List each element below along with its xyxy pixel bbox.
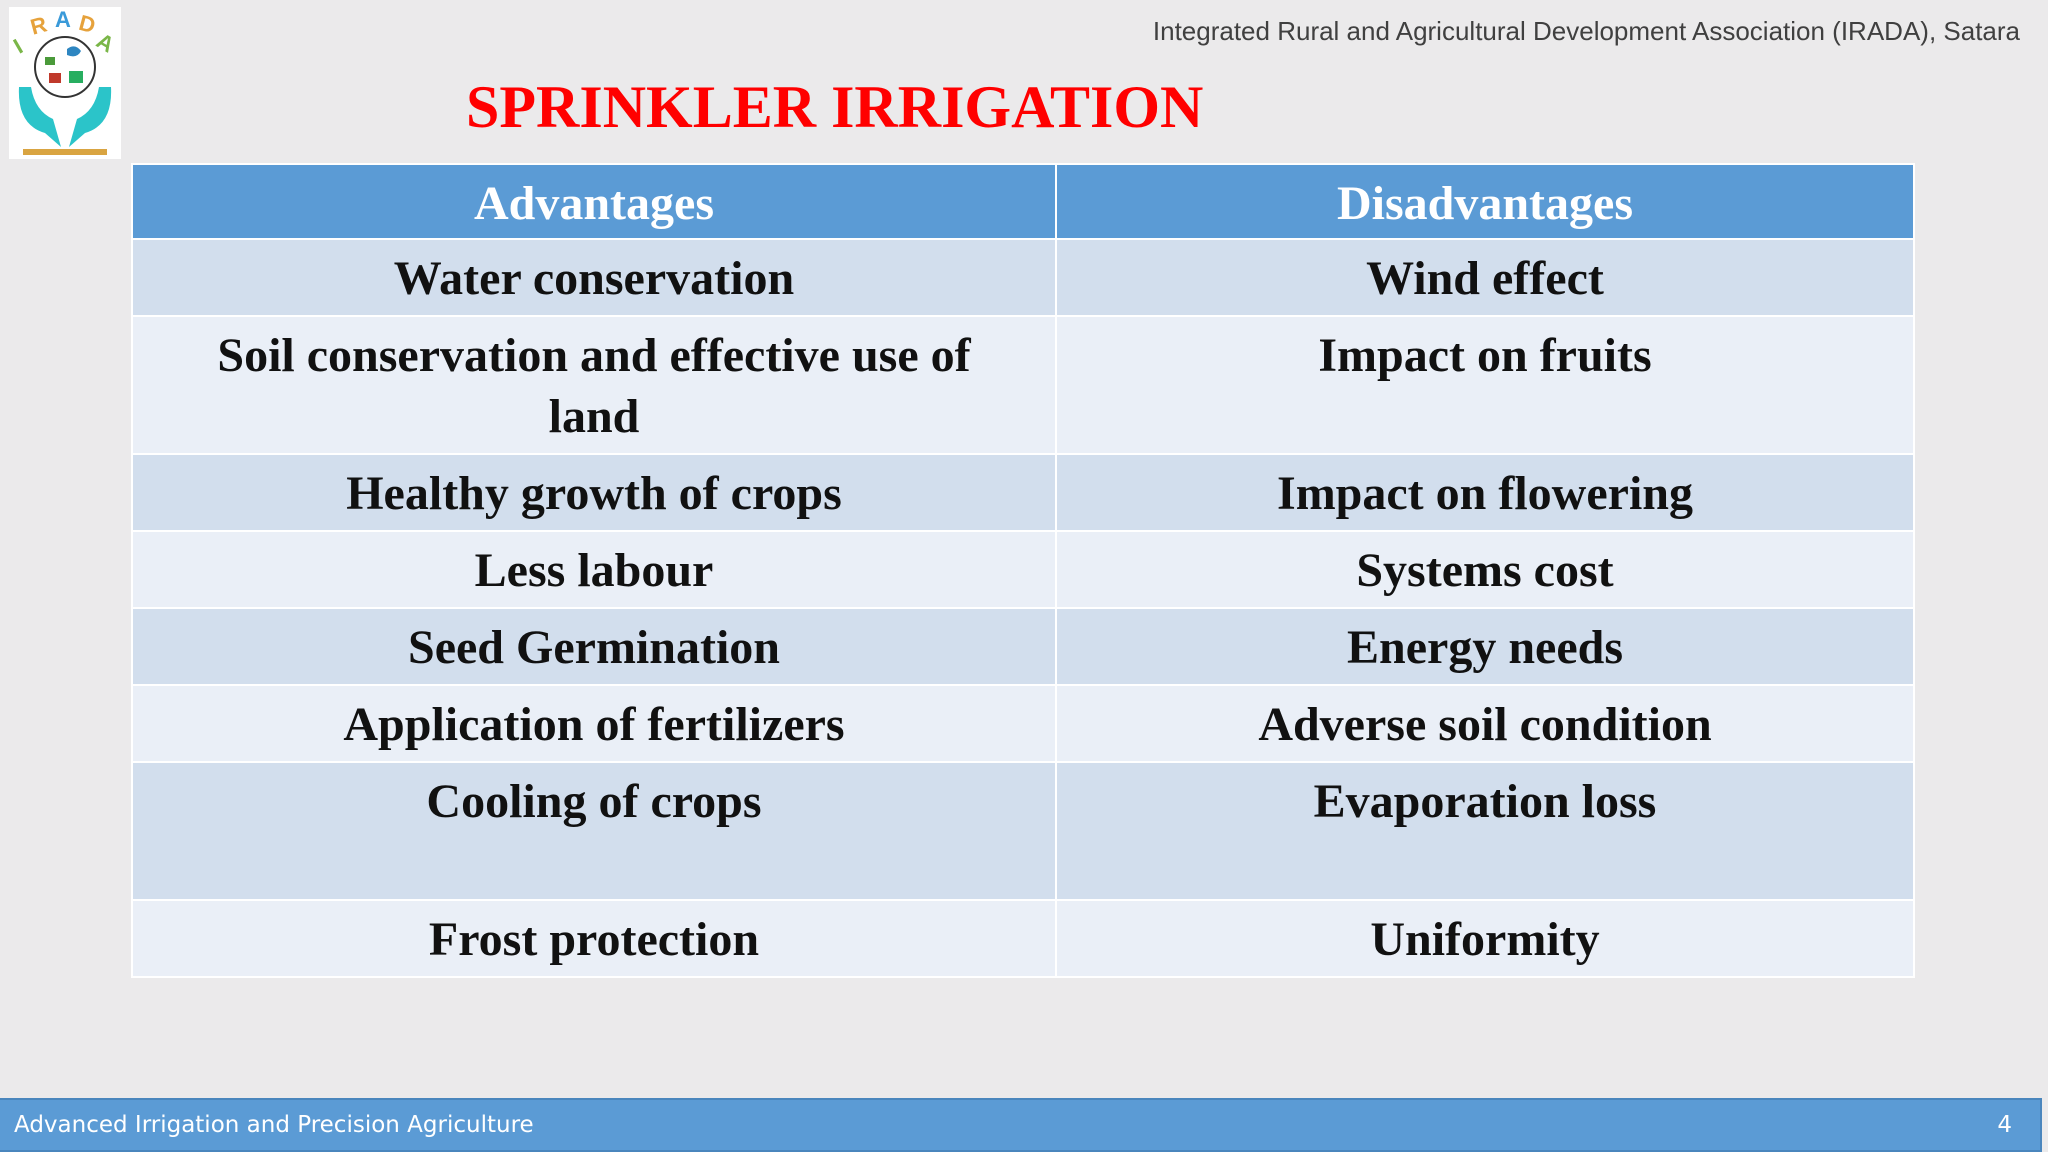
irada-logo: I R A D A: [9, 7, 121, 159]
advantage-cell: Cooling of crops: [131, 763, 1057, 899]
table-row: Water conservation Wind effect: [131, 240, 1915, 317]
advantage-cell: Soil conservation and effective use of l…: [131, 317, 1057, 453]
advantage-cell: Water conservation: [131, 240, 1057, 315]
table-row: Less labour Systems cost: [131, 532, 1915, 609]
disadvantage-cell: Impact on flowering: [1057, 455, 1915, 530]
disadvantage-cell: Wind effect: [1057, 240, 1915, 315]
table-row: Frost protection Uniformity: [131, 901, 1915, 978]
footer-bar: Advanced Irrigation and Precision Agricu…: [0, 1098, 2042, 1152]
organization-name: Integrated Rural and Agricultural Develo…: [1152, 16, 2020, 46]
header-advantages: Advantages: [131, 165, 1057, 238]
table-row: Cooling of crops Evaporation loss: [131, 763, 1915, 901]
advantage-cell: Seed Germination: [131, 609, 1057, 684]
advantage-cell: Healthy growth of crops: [131, 455, 1057, 530]
advantage-cell: Less labour: [131, 532, 1057, 607]
disadvantage-cell: Systems cost: [1057, 532, 1915, 607]
svg-text:R: R: [28, 11, 50, 39]
table-row: Seed Germination Energy needs: [131, 609, 1915, 686]
advantage-cell: Application of fertilizers: [131, 686, 1057, 761]
header-disadvantages: Disadvantages: [1057, 165, 1915, 238]
advantage-cell: Frost protection: [131, 901, 1057, 976]
comparison-table: Advantages Disadvantages Water conservat…: [131, 163, 1915, 978]
svg-text:A: A: [55, 7, 71, 32]
disadvantage-cell: Adverse soil condition: [1057, 686, 1915, 761]
disadvantage-cell: Impact on fruits: [1057, 317, 1915, 453]
disadvantage-cell: Energy needs: [1057, 609, 1915, 684]
disadvantage-cell: Uniformity: [1057, 901, 1915, 976]
footer-course-title: Advanced Irrigation and Precision Agricu…: [14, 1112, 534, 1138]
page-number: 4: [1997, 1112, 2012, 1138]
table-row: Soil conservation and effective use of l…: [131, 317, 1915, 455]
slide-title: SPRINKLER IRRIGATION: [466, 74, 1204, 140]
disadvantage-cell: Evaporation loss: [1057, 763, 1915, 899]
logo-graphic: I R A D A: [9, 7, 121, 159]
svg-text:D: D: [76, 10, 98, 38]
table-row: Application of fertilizers Adverse soil …: [131, 686, 1915, 763]
table-row: Healthy growth of crops Impact on flower…: [131, 455, 1915, 532]
table-header-row: Advantages Disadvantages: [131, 165, 1915, 240]
